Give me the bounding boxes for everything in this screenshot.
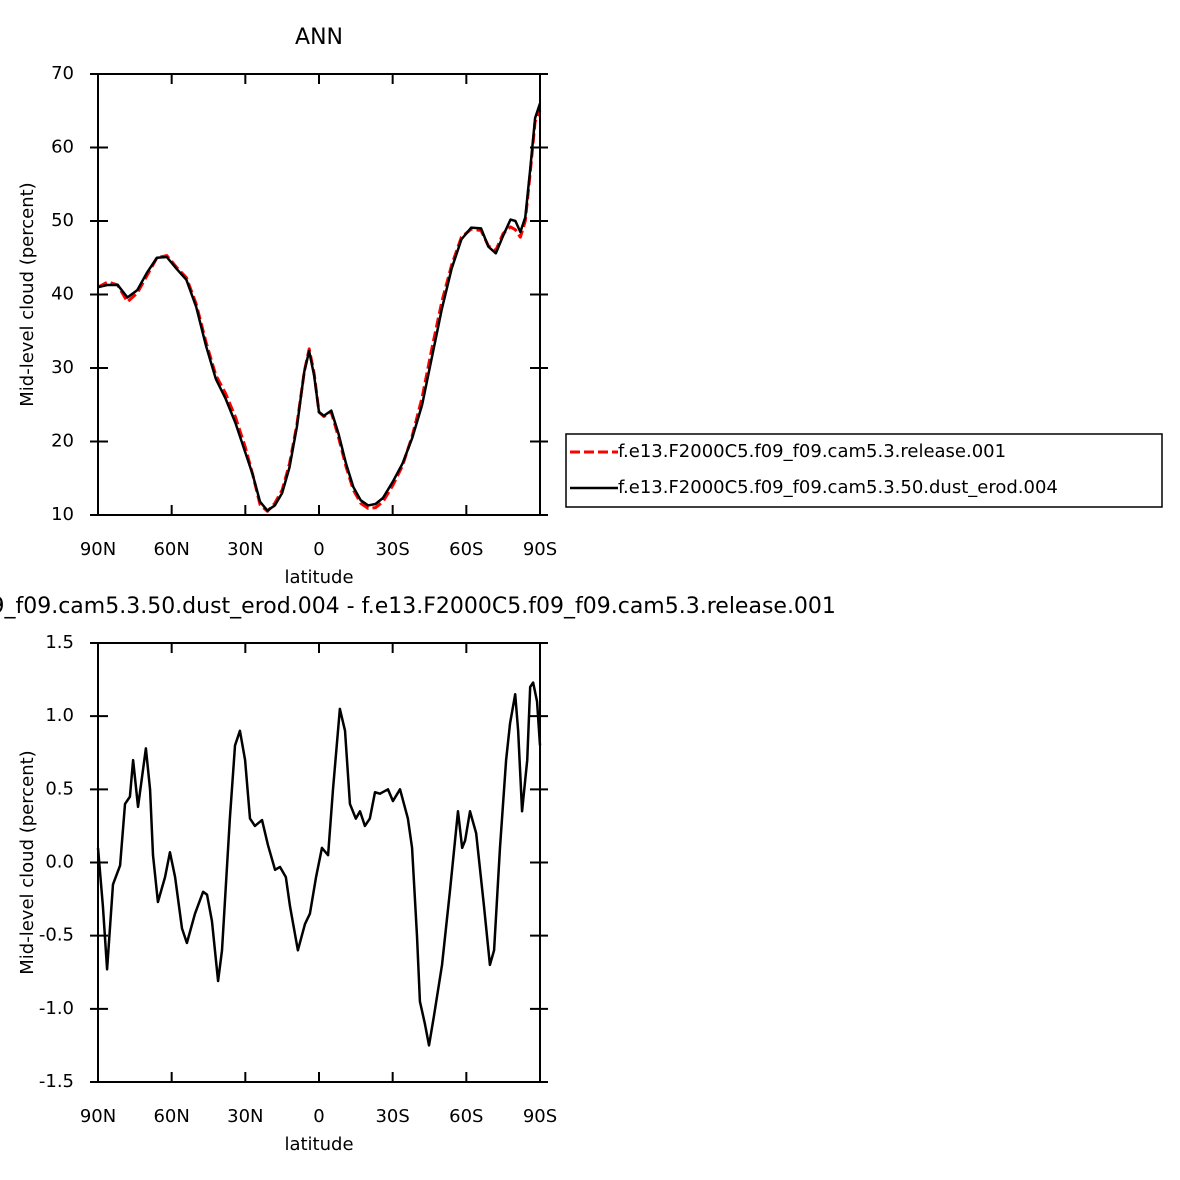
x-tick-label: 0 <box>313 539 324 560</box>
y-tick-label: -0.5 <box>39 925 74 946</box>
legend-box <box>565 433 1163 508</box>
chart-title: ANN <box>295 25 343 50</box>
legend-label: f.e13.F2000C5.f09_f09.cam5.3.50.dust_ero… <box>618 477 1058 498</box>
data-line <box>96 681 542 1047</box>
y-tick-label: 40 <box>51 284 74 305</box>
legend-label: f.e13.F2000C5.f09_f09.cam5.3.release.001 <box>618 441 1006 462</box>
y-tick-label: -1.0 <box>39 998 74 1019</box>
y-tick-label: 10 <box>51 504 74 525</box>
x-tick-label: 30S <box>375 1106 409 1127</box>
y-tick-label: 0.0 <box>45 852 74 873</box>
data-line <box>97 103 542 512</box>
x-tick-label: 30N <box>227 539 263 560</box>
x-tick-label: 90N <box>80 539 116 560</box>
chart-title: f.e13.F2000C5.f09_f09.cam5.3.50.dust_ero… <box>0 594 836 619</box>
x-tick-label: 0 <box>313 1106 324 1127</box>
y-tick-label: 1.5 <box>45 632 74 653</box>
y-tick-label: 30 <box>51 357 74 378</box>
data-line <box>97 110 542 513</box>
x-tick-label: 90N <box>80 1106 116 1127</box>
x-tick-label: 60S <box>449 539 483 560</box>
x-tick-label: 90S <box>523 1106 557 1127</box>
x-axis-label: latitude <box>284 1134 353 1155</box>
x-tick-label: 30S <box>375 539 409 560</box>
y-tick-label: 20 <box>51 431 74 452</box>
x-tick-label: 60N <box>153 539 189 560</box>
y-tick-label: 50 <box>51 210 74 231</box>
x-tick-label: 30N <box>227 1106 263 1127</box>
plot-frame <box>97 642 541 1083</box>
y-tick-label: 0.5 <box>45 778 74 799</box>
x-tick-label: 60S <box>449 1106 483 1127</box>
y-axis-label: Mid-level cloud (percent) <box>17 750 38 974</box>
y-axis-label: Mid-level cloud (percent) <box>17 182 38 406</box>
y-tick-label: 70 <box>51 63 74 84</box>
y-tick-label: 60 <box>51 137 74 158</box>
x-tick-label: 60N <box>153 1106 189 1127</box>
y-tick-label: -1.5 <box>39 1071 74 1092</box>
y-tick-label: 1.0 <box>45 705 74 726</box>
x-tick-label: 90S <box>523 539 557 560</box>
x-axis-label: latitude <box>284 567 353 588</box>
plot-frame <box>97 73 541 516</box>
